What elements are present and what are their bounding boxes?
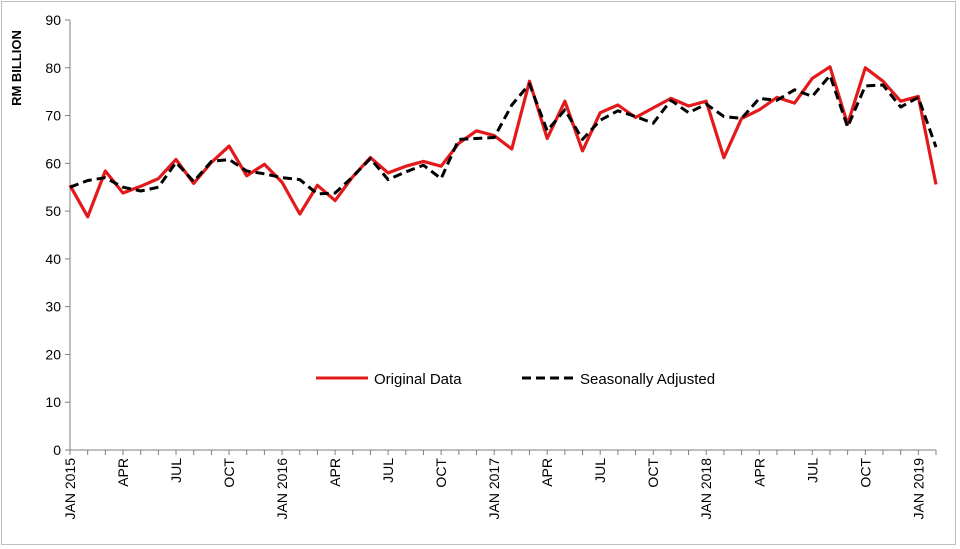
y-tick-label: 0 [53, 442, 61, 458]
y-tick-label: 10 [45, 394, 61, 410]
x-tick-label: JUL [168, 458, 184, 483]
x-tick-label: APR [327, 458, 343, 487]
x-axis: JAN 2015 APR JUL OCT JAN 2016 APR JUL OCT JAN 20… [62, 449, 937, 520]
legend-label-original-data: Original Data [374, 371, 462, 388]
y-tick-label: 20 [45, 346, 61, 362]
x-tick-label: APR [115, 458, 131, 487]
x-tick-label: JAN 2016 [274, 458, 290, 520]
y-tick-label: 40 [45, 251, 61, 267]
y-tick-label: 30 [45, 299, 61, 315]
x-tick-label: APR [751, 458, 767, 487]
x-tick-label: JAN 2015 [62, 458, 78, 520]
series-line-seasonally-adjusted [69, 73, 938, 196]
x-tick-label: JAN 2017 [486, 458, 502, 520]
x-tick-label: OCT [645, 458, 661, 488]
y-tick-label: 90 [45, 12, 61, 28]
x-tick-label: OCT [433, 458, 449, 488]
series-line-original-data [68, 65, 938, 219]
y-tick-label: 70 [45, 108, 61, 124]
legend-label-seasonally-adjusted: Seasonally Adjusted [580, 371, 715, 388]
x-tick-label: JAN 2019 [910, 458, 926, 520]
x-tick-label: JAN 2018 [698, 458, 714, 520]
y-tick-label: 80 [45, 60, 61, 76]
y-axis-title: RM BILLION [9, 30, 24, 106]
y-tick-label: 60 [45, 155, 61, 171]
x-tick-label: OCT [221, 458, 237, 488]
y-axis: 0 10 20 30 40 50 60 70 80 90 [45, 12, 71, 458]
x-tick-label: JUL [592, 458, 608, 483]
legend: Original Data Seasonally Adjusted [316, 371, 715, 388]
x-tick-label: JUL [804, 458, 820, 483]
x-tick-label: OCT [857, 458, 873, 488]
x-tick-label: JUL [380, 458, 396, 483]
y-tick-label: 50 [45, 203, 61, 219]
x-tick-label: APR [539, 458, 555, 487]
series-layer [68, 65, 938, 219]
